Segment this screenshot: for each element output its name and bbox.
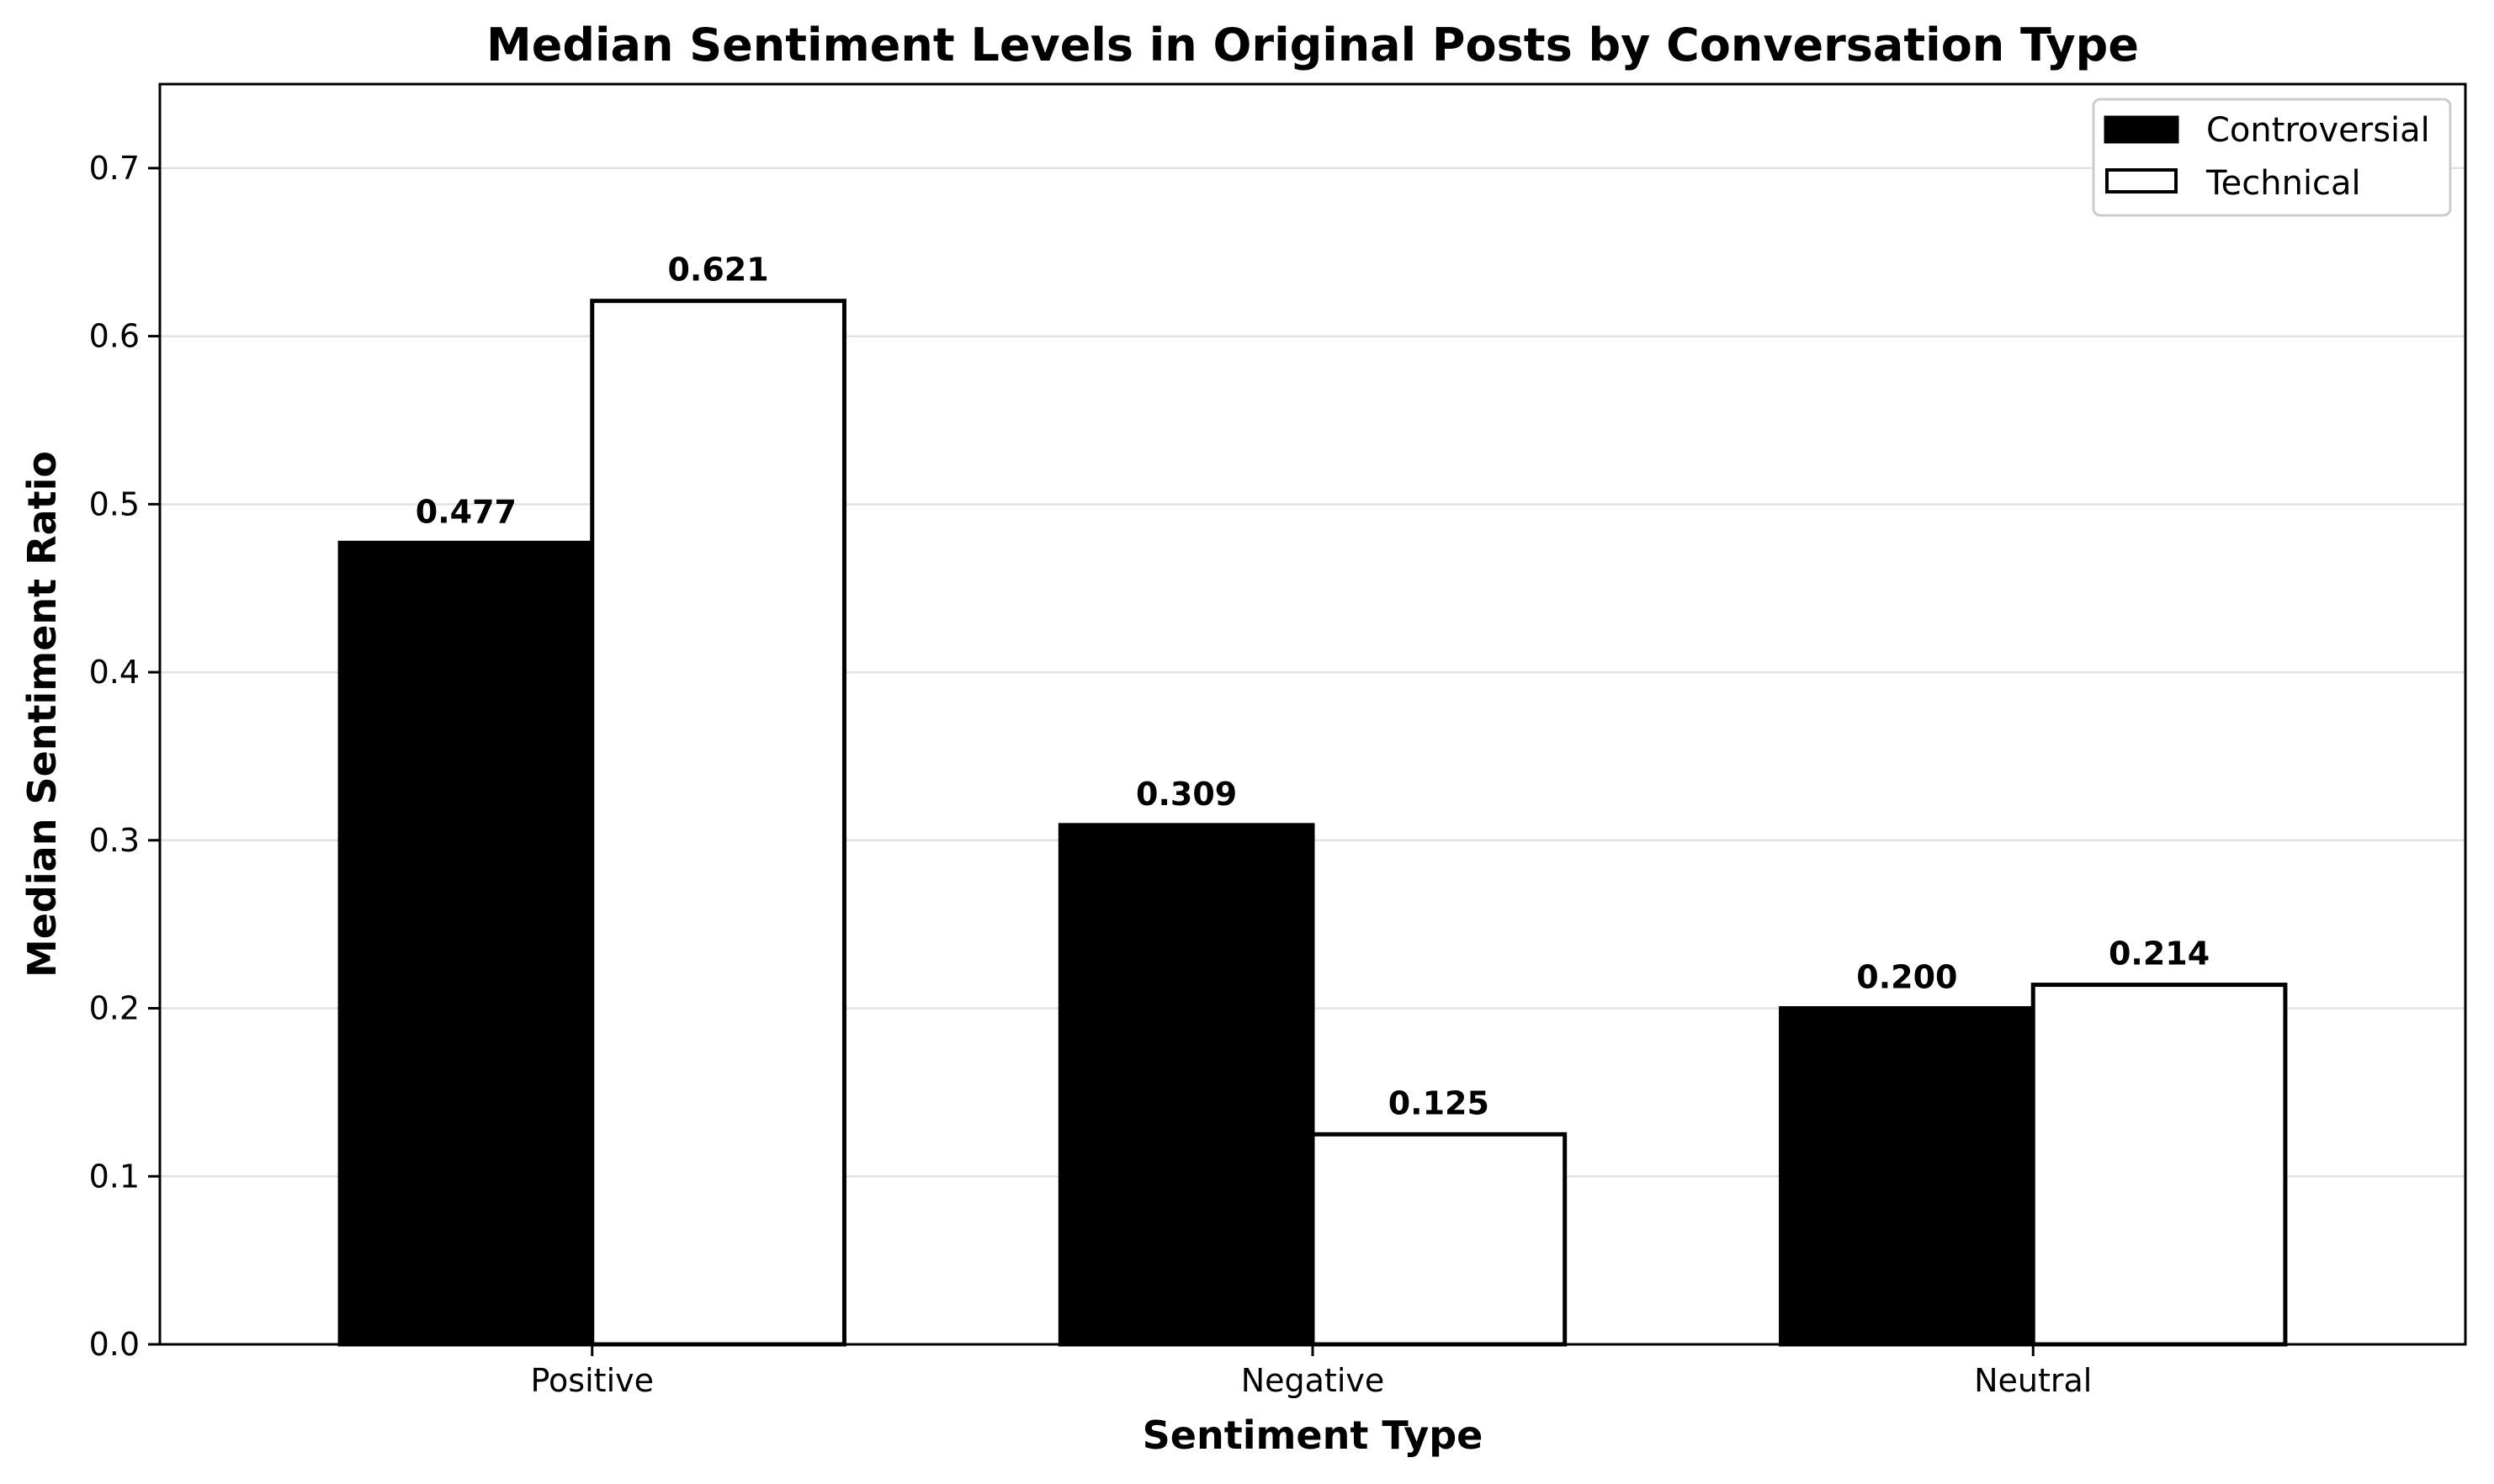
y-tick-label: 0.0 <box>89 1326 140 1363</box>
data-label-controversial-negative: 0.309 <box>1136 776 1237 813</box>
y-tick-label: 0.1 <box>89 1158 140 1195</box>
legend-swatch-controversial <box>2104 115 2179 144</box>
x-axis-label: Sentiment Type <box>1143 1412 1483 1458</box>
bar-controversial-positive <box>337 540 595 1347</box>
chart-title: Median Sentiment Levels in Original Post… <box>486 19 2139 72</box>
y-tick-label: 0.4 <box>89 654 140 691</box>
legend-label-technical: Technical <box>2205 164 2361 203</box>
y-axis-label: Median Sentiment Ratio <box>19 451 65 978</box>
legend-label-controversial: Controversial <box>2206 111 2430 150</box>
data-label-technical-neutral: 0.214 <box>2109 935 2210 973</box>
x-tick-label: Positive <box>531 1362 655 1399</box>
y-tick-label: 0.2 <box>89 990 140 1027</box>
data-label-controversial-positive: 0.477 <box>416 493 517 530</box>
bar-technical-positive <box>590 299 846 1347</box>
data-label-controversial-neutral: 0.200 <box>1856 959 1957 996</box>
x-tick-label: Neutral <box>1974 1362 2092 1399</box>
bars <box>337 299 2288 1347</box>
y-tick-label: 0.7 <box>89 150 140 187</box>
data-label-technical-negative: 0.125 <box>1388 1084 1489 1121</box>
bar-technical-negative <box>1310 1132 1568 1347</box>
legend-frame <box>2092 98 2452 217</box>
bar-controversial-negative <box>1058 823 1315 1347</box>
x-axis-ticks: Positive Negative Neutral <box>531 1344 2092 1399</box>
data-label-technical-positive: 0.621 <box>667 252 768 289</box>
legend-swatch-technical <box>2105 168 2178 193</box>
bar-technical-neutral <box>2030 983 2288 1347</box>
y-tick-label: 0.6 <box>89 318 140 355</box>
y-tick-label: 0.5 <box>89 485 140 522</box>
bar-controversial-neutral <box>1779 1006 2035 1347</box>
y-tick-label: 0.3 <box>89 822 140 859</box>
data-labels: 0.477 0.309 0.200 0.621 0.125 0.214 <box>416 252 2210 1122</box>
x-tick-label: Negative <box>1241 1362 1385 1399</box>
y-axis-ticks: 0.0 0.1 0.2 0.3 0.4 0.5 0.6 0.7 <box>89 150 160 1363</box>
legend: Controversial Technical <box>2092 98 2452 217</box>
